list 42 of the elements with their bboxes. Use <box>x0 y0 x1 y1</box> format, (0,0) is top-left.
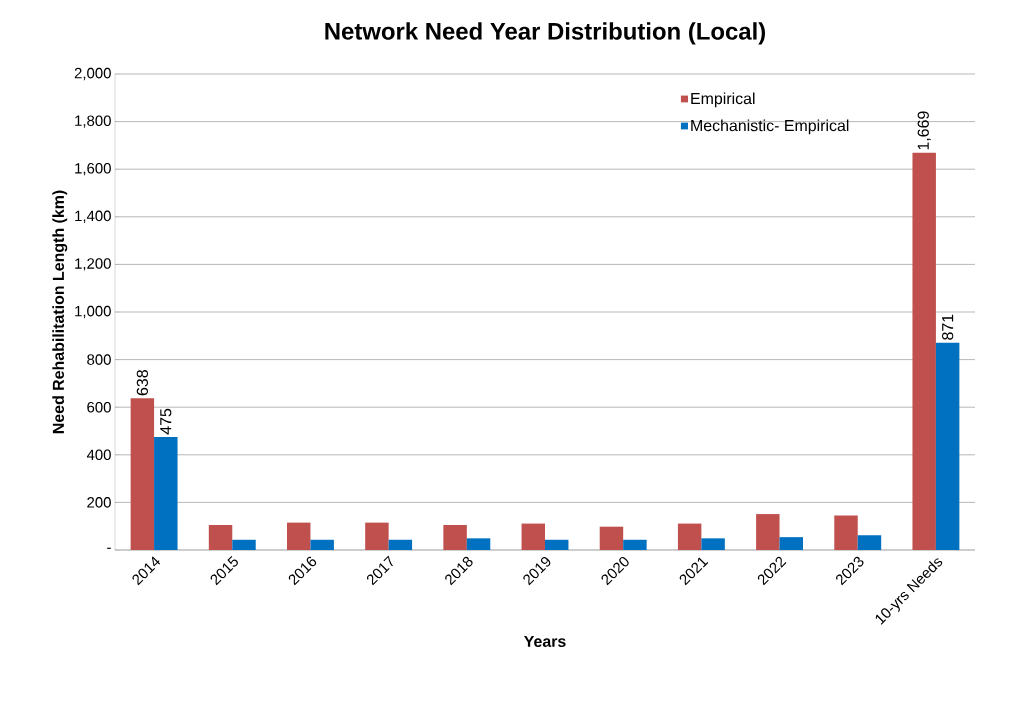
y-tick-label: 1,400 <box>75 210 111 223</box>
bar <box>521 523 545 550</box>
bar <box>287 522 311 550</box>
legend-label: Empirical <box>691 92 755 108</box>
bar <box>130 398 155 550</box>
bar <box>154 436 178 550</box>
data-label: 871 <box>942 314 954 340</box>
bar <box>779 537 804 550</box>
y-tick-label: 2,000 <box>74 67 111 81</box>
y-tick-label: 1,000 <box>75 305 111 319</box>
bar <box>834 515 858 550</box>
y-tick-label: 200 <box>87 497 111 508</box>
y-tick-label: 800 <box>87 354 111 365</box>
y-tick-label: 1,200 <box>75 258 111 271</box>
data-label: 638 <box>136 370 149 396</box>
chart-title: Network Need Year Distribution (Local) <box>325 22 766 45</box>
bar <box>388 539 413 550</box>
data-label: 1,669 <box>917 111 931 150</box>
bar <box>545 539 569 550</box>
bar <box>935 342 960 550</box>
bar <box>599 526 624 550</box>
y-tick-label: - <box>107 547 111 549</box>
bar <box>623 539 647 550</box>
bar <box>756 514 780 550</box>
y-tick-label: 600 <box>87 401 111 413</box>
bar <box>701 538 725 550</box>
bar <box>677 523 702 550</box>
data-label: 475 <box>160 408 172 435</box>
y-tick-label: 400 <box>86 449 111 461</box>
bar <box>466 538 491 550</box>
bar <box>443 525 467 550</box>
bar <box>310 539 334 550</box>
bar <box>365 522 389 550</box>
bar <box>208 525 233 550</box>
bar <box>232 539 256 550</box>
y-axis-title: Need Rehabilitation Length (km) <box>52 190 68 434</box>
bar <box>912 152 936 550</box>
y-tick-label: 1,800 <box>75 115 111 128</box>
y-tick-label: 1,600 <box>75 163 111 176</box>
bar <box>857 535 882 550</box>
x-axis-title: Years <box>523 635 566 648</box>
legend-label: Mechanistic- Empirical <box>691 119 849 135</box>
